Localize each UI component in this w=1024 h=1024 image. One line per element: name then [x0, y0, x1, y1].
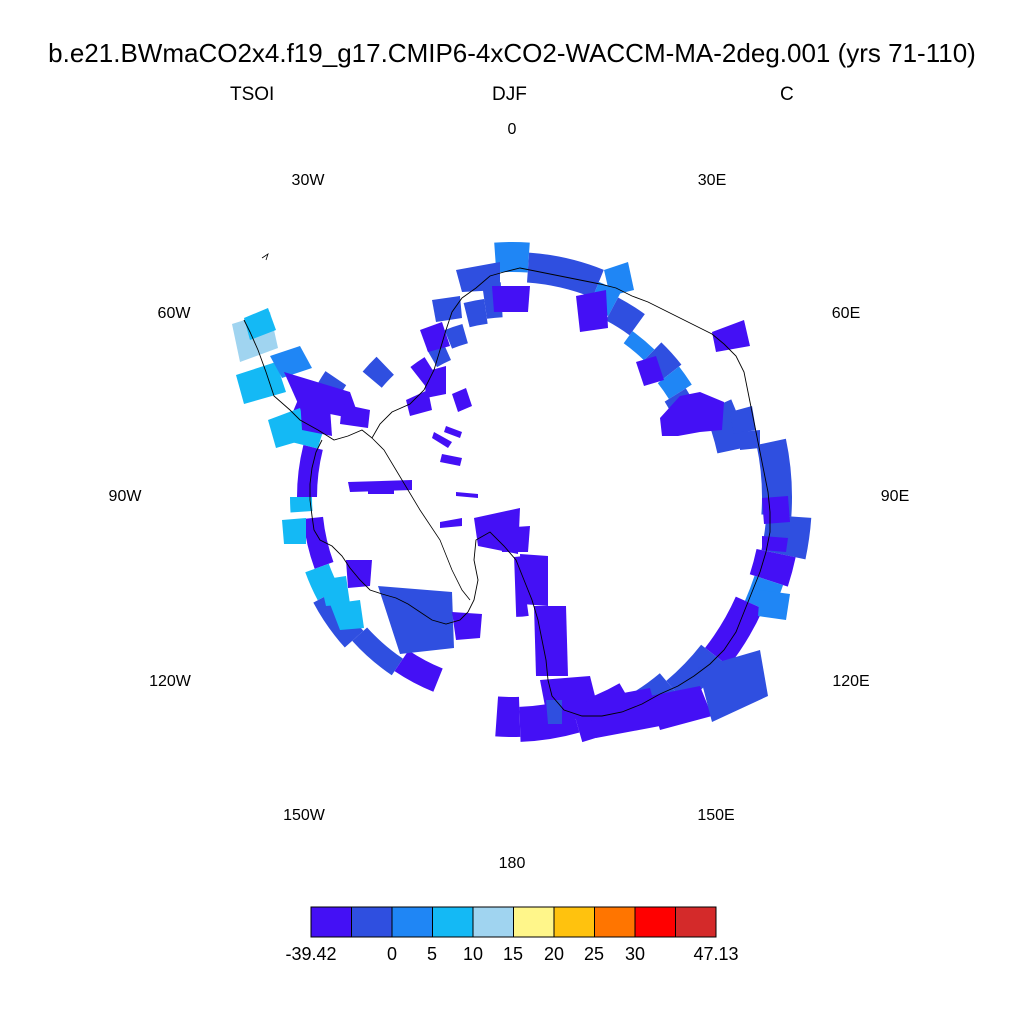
grid-cell [444, 426, 462, 438]
grid-cell [340, 404, 370, 428]
grid-cell [440, 454, 462, 466]
grid-cell [520, 554, 548, 606]
grid-cell [705, 596, 764, 667]
colorbar-label: 5 [426, 944, 438, 964]
grid-cell [348, 480, 412, 492]
colorbar-label: 10 [462, 944, 484, 964]
grid-cell [320, 576, 350, 606]
grid-cell [378, 586, 454, 654]
ice-shelf-line [371, 437, 471, 601]
grid-cell [660, 392, 724, 436]
grid-cell [282, 518, 306, 544]
grid-cell [534, 606, 568, 676]
grid-cell [546, 700, 562, 724]
lon-label-90w: 90W [108, 488, 142, 505]
grid-cell [452, 612, 482, 640]
lon-label-180: 180 [498, 855, 526, 872]
grid-cell [494, 242, 530, 273]
lon-label-120w: 120W [149, 673, 191, 690]
grid-cell [666, 644, 725, 704]
lon-label-150e: 150E [697, 807, 735, 824]
lon-label-150w: 150W [283, 807, 325, 824]
colorbar-label-max: 47.13 [693, 944, 739, 964]
grid-cell [456, 492, 478, 498]
lon-label-60w: 60W [157, 305, 191, 322]
grid-cell [636, 356, 664, 386]
grid-cell [290, 497, 313, 513]
coastline [243, 267, 771, 717]
grid-cell [456, 262, 500, 292]
grid-cell [352, 627, 403, 676]
colorbar-label-min: -39.42 [285, 944, 337, 964]
grid-cell [452, 388, 472, 412]
grid-cell [740, 430, 760, 450]
grid-cell [268, 408, 310, 448]
grid-cell [440, 518, 462, 528]
grid-cell [444, 323, 468, 349]
grid-cell [605, 297, 645, 336]
grid-cell [300, 398, 332, 436]
grid-cell [730, 406, 756, 434]
grid-cell [495, 696, 521, 738]
colorbar-label: 15 [502, 944, 524, 964]
grid-cell [586, 688, 660, 738]
season-label: DJF [492, 84, 527, 105]
grid-cell [758, 590, 790, 620]
grid-cell [526, 252, 604, 298]
plot-title: b.e21.BWmaCO2x4.f19_g17.CMIP6-4xCO2-WACC… [48, 38, 976, 68]
grid-cell [576, 290, 608, 332]
grid-cell [297, 444, 323, 497]
lon-label-60e: 60E [831, 305, 861, 322]
grid-cell [362, 356, 394, 388]
lon-label-120e: 120E [832, 673, 870, 690]
grid-cell [604, 262, 634, 296]
grid-cell [420, 322, 450, 352]
grid-cell [270, 346, 312, 378]
grid-cell [500, 526, 530, 552]
coastline-island [261, 253, 269, 261]
grid-cell [762, 536, 788, 552]
grid-cell [244, 308, 276, 340]
grid-cell [749, 548, 796, 587]
grid-cell [657, 366, 692, 399]
grid-cell [432, 432, 452, 448]
grid-cell [712, 320, 750, 352]
grid-cell [698, 650, 768, 722]
lon-label-30e: 30E [697, 172, 727, 189]
grid-cell [650, 686, 712, 730]
grid-cell [492, 286, 530, 312]
grid-cell [623, 331, 655, 361]
lon-label-30w: 30W [291, 172, 325, 189]
colorbar-label: 20 [543, 944, 565, 964]
grid-cell [432, 296, 462, 322]
grid-cell [368, 488, 394, 494]
grid-cell [762, 496, 790, 524]
grid-cell [330, 600, 364, 630]
grid-cell [463, 298, 488, 328]
lon-label-90e: 90E [880, 488, 910, 505]
colorbar-label: 0 [386, 944, 398, 964]
grid-cell [643, 342, 682, 381]
grid-cell [394, 650, 443, 692]
units-label: C [780, 84, 794, 105]
colorbar-label: 25 [583, 944, 605, 964]
lon-label-0: 0 [507, 121, 517, 138]
grid-cell [424, 366, 446, 398]
grid-cell [346, 560, 372, 588]
grid-cell [303, 516, 334, 569]
grid-cell [406, 390, 432, 416]
variable-label: TSOI [230, 84, 275, 105]
colorbar-label: 30 [624, 944, 646, 964]
